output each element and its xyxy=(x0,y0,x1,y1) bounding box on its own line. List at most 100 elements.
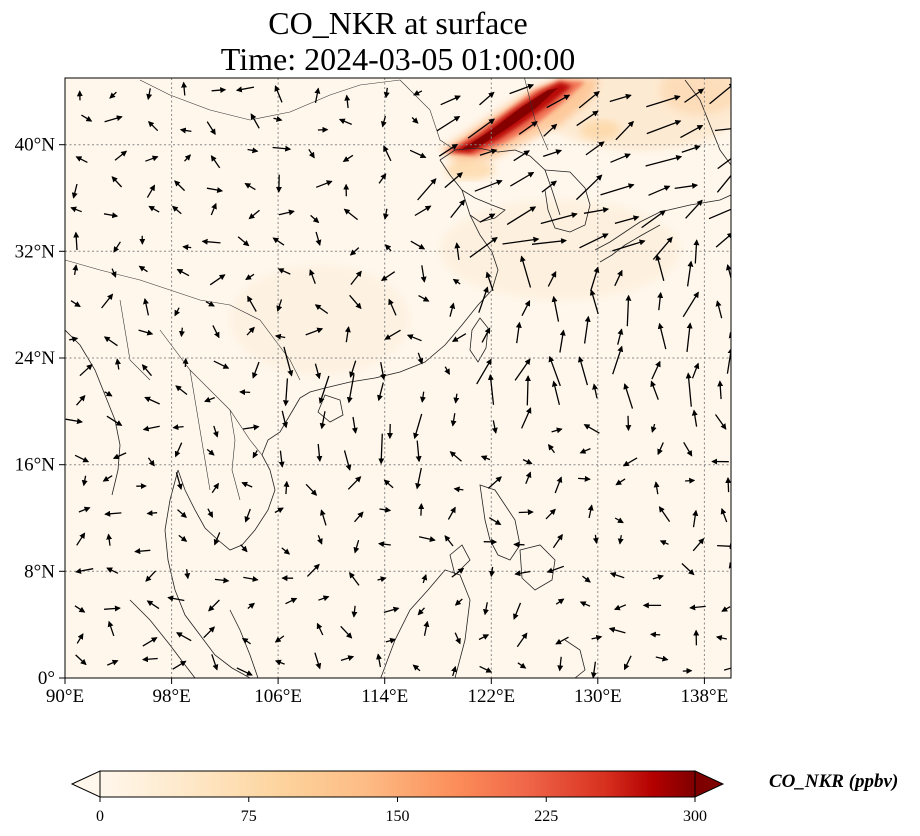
x-tick-label: 98°E xyxy=(152,686,190,707)
wind-arrow xyxy=(142,425,160,432)
wind-arrow xyxy=(541,180,557,193)
wind-arrow xyxy=(513,602,522,620)
colorbar-tick-label: 225 xyxy=(534,808,558,825)
wind-arrow xyxy=(243,576,259,582)
wind-arrow xyxy=(70,300,81,308)
wind-arrow xyxy=(479,665,493,673)
wind-arrow xyxy=(283,480,290,495)
wind-arrow xyxy=(212,325,220,339)
colorbar-tick-label: 300 xyxy=(683,808,707,825)
wind-arrow xyxy=(379,506,392,513)
wind-arrow xyxy=(517,662,527,669)
wind-arrow xyxy=(252,361,260,379)
wind-arrow xyxy=(516,632,528,648)
wind-arrow xyxy=(179,127,192,134)
wind-arrow xyxy=(418,503,425,516)
wind-arrow xyxy=(479,91,495,106)
wind-arrow xyxy=(107,659,119,666)
wind-arrow xyxy=(612,345,624,375)
wind-arrow xyxy=(543,123,558,137)
colorbar: 0 75 150 225 300 xyxy=(70,770,725,825)
wind-arrow xyxy=(609,572,625,579)
wind-arrow xyxy=(551,380,561,405)
wind-arrow xyxy=(614,215,640,225)
wind-arrow xyxy=(383,479,394,489)
wind-arrow xyxy=(419,391,426,403)
wind-arrow xyxy=(418,295,430,302)
wind-arrow xyxy=(686,322,693,352)
wind-arrow xyxy=(531,238,567,245)
wind-arrow xyxy=(482,602,489,616)
wind-arrow xyxy=(245,273,255,280)
wind-arrow xyxy=(491,420,498,434)
wind-arrow xyxy=(250,113,260,129)
wind-arrow xyxy=(725,477,731,493)
colorbar-tick-label: 75 xyxy=(241,808,257,825)
wind-arrow xyxy=(342,154,354,162)
wind-arrow xyxy=(377,576,387,583)
wind-arrow xyxy=(203,626,216,639)
wind-arrow xyxy=(691,362,700,379)
wind-arrow xyxy=(444,535,454,547)
wind-arrow xyxy=(103,336,118,347)
wind-arrow xyxy=(609,93,632,103)
wind-arrow xyxy=(502,236,540,245)
wind-arrow xyxy=(182,244,192,251)
wind-arrow xyxy=(247,602,255,610)
wind-arrow xyxy=(409,149,427,159)
plume-peak xyxy=(462,88,558,149)
wind-arrow xyxy=(278,209,295,216)
wind-arrow xyxy=(75,568,94,574)
wind-arrow xyxy=(649,631,661,638)
wind-arrow xyxy=(487,476,502,489)
wind-arrow xyxy=(281,410,288,429)
wind-arrow xyxy=(412,664,421,672)
wind-arrow xyxy=(410,240,426,250)
wind-arrow xyxy=(340,625,353,639)
wind-arrow xyxy=(316,622,324,636)
wind-arrow xyxy=(354,511,364,523)
co-concentration-field xyxy=(230,78,731,375)
wind-arrow xyxy=(274,333,286,340)
wind-arrow xyxy=(414,205,432,217)
map-gridlines xyxy=(65,78,731,678)
wind-arrow xyxy=(613,604,627,611)
wind-arrow xyxy=(306,563,320,577)
wind-arrow xyxy=(723,665,731,671)
wind-arrow xyxy=(518,121,538,135)
wind-arrow xyxy=(518,509,534,516)
wind-arrow xyxy=(623,383,634,409)
wind-arrow xyxy=(205,301,215,307)
wind-arrow xyxy=(612,239,646,252)
wind-arrow xyxy=(206,448,215,456)
wind-arrow xyxy=(489,566,495,578)
wind-arrow xyxy=(343,208,359,221)
wind-arrow xyxy=(382,208,389,220)
wind-arrow xyxy=(211,654,219,671)
wind-arrow xyxy=(201,238,221,245)
colorbar-label: CO_NKR (ppbv) xyxy=(769,771,899,792)
wind-arrow xyxy=(652,574,664,581)
wind-arrow xyxy=(421,573,428,584)
wind-arrow xyxy=(716,174,731,193)
wind-arrow xyxy=(274,507,284,514)
wind-arrow xyxy=(615,120,634,141)
wind-arrow xyxy=(378,173,387,184)
wind-arrow xyxy=(548,355,561,387)
wind-arrow xyxy=(237,236,250,247)
wind-arrow xyxy=(692,537,705,552)
wind-arrow xyxy=(449,451,462,462)
wind-arrow xyxy=(453,393,460,404)
wind-arrow xyxy=(338,118,352,125)
wind-arrow xyxy=(715,635,727,641)
wind-arrow xyxy=(683,441,693,457)
wind-arrow xyxy=(376,653,382,668)
wind-arrow xyxy=(388,298,397,316)
wind-arrow xyxy=(384,329,401,340)
wind-arrow xyxy=(645,154,683,167)
wind-arrow xyxy=(451,333,467,342)
wind-arrow xyxy=(146,88,153,101)
wind-arrow xyxy=(214,577,230,584)
wind-arrow xyxy=(240,544,248,553)
wind-arrow xyxy=(714,414,727,430)
